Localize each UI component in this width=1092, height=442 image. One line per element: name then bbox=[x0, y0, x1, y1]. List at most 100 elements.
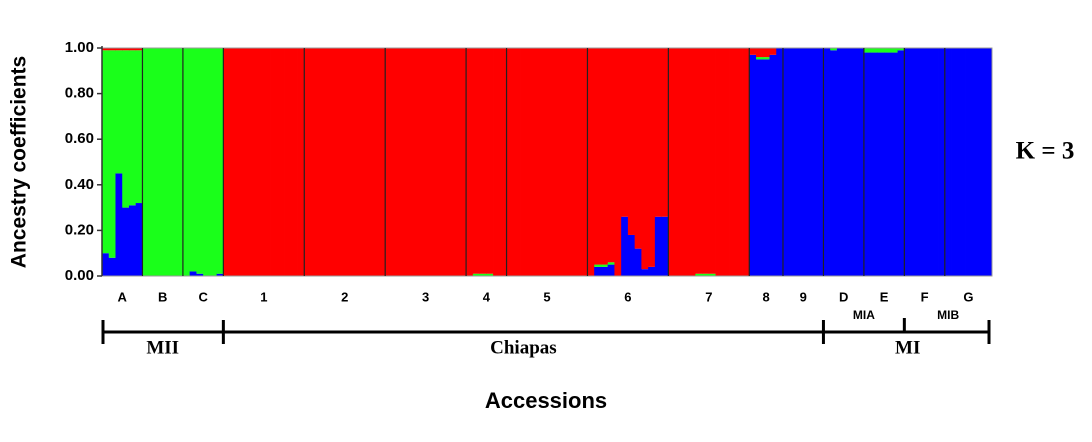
ancestry-segment bbox=[324, 48, 332, 276]
ancestry-segment bbox=[189, 271, 197, 276]
ancestry-segment bbox=[782, 48, 791, 276]
ancestry-segment bbox=[351, 48, 359, 276]
ancestry-segment bbox=[769, 48, 777, 55]
group-label: Chiapas bbox=[490, 337, 557, 358]
ancestry-segment bbox=[702, 273, 710, 276]
ancestry-segment bbox=[715, 48, 723, 276]
ancestry-segment bbox=[965, 48, 973, 276]
ancestry-segment bbox=[843, 48, 851, 276]
ancestry-segment bbox=[702, 48, 710, 274]
ancestry-segment bbox=[762, 48, 770, 58]
ancestry-segment bbox=[102, 50, 110, 254]
ancestry-segment bbox=[762, 57, 770, 60]
ancestry-segment bbox=[472, 48, 480, 274]
ancestry-segment bbox=[587, 48, 595, 276]
ancestry-segment bbox=[358, 48, 366, 276]
ancestry-segment bbox=[877, 52, 885, 277]
ancestry-segment bbox=[418, 48, 427, 276]
ancestry-segment bbox=[600, 48, 609, 265]
ancestry-segment bbox=[897, 48, 905, 51]
ancestry-segment bbox=[870, 52, 878, 277]
ancestry-segment bbox=[661, 216, 669, 276]
ancestry-segment bbox=[985, 48, 993, 276]
ancestry-segment bbox=[769, 54, 777, 277]
ancestry-segment bbox=[607, 262, 615, 265]
ancestry-segment bbox=[270, 48, 278, 276]
ancestry-segment bbox=[230, 48, 238, 276]
ancestry-segment bbox=[196, 48, 204, 274]
ancestry-segment bbox=[102, 253, 110, 276]
ancestry-segment bbox=[405, 48, 413, 276]
ancestry-segment bbox=[634, 48, 642, 249]
ancestry-segment bbox=[897, 50, 905, 276]
ancestry-segment bbox=[607, 48, 615, 263]
ancestry-segment bbox=[917, 48, 925, 276]
ancestry-segment bbox=[128, 48, 137, 51]
ancestry-segment bbox=[567, 48, 575, 276]
ancestry-segment bbox=[378, 48, 386, 276]
ancestry-segment bbox=[108, 48, 116, 51]
ancestry-segment bbox=[600, 264, 609, 267]
ancestry-segment bbox=[836, 48, 845, 276]
ancestry-segment bbox=[681, 48, 689, 276]
ancestry-segment bbox=[439, 48, 447, 276]
ancestry-segment bbox=[654, 48, 663, 217]
ancestry-segment bbox=[391, 48, 400, 276]
population-label: 5 bbox=[543, 289, 550, 304]
ancestry-segment bbox=[135, 50, 143, 204]
ancestry-segment bbox=[580, 48, 588, 276]
ancestry-segment bbox=[850, 48, 858, 276]
ancestry-segment bbox=[756, 48, 764, 58]
population-label: 6 bbox=[624, 289, 631, 304]
ancestry-segment bbox=[823, 48, 831, 276]
ancestry-segment bbox=[311, 48, 319, 276]
ancestry-segment bbox=[884, 48, 892, 53]
ancestry-segment bbox=[257, 48, 265, 276]
ancestry-segment bbox=[560, 48, 568, 276]
ancestry-segment bbox=[128, 50, 137, 206]
ancestry-segment bbox=[641, 48, 649, 270]
ancestry-segment bbox=[216, 48, 224, 274]
ancestry-segment bbox=[756, 59, 764, 277]
ancestry-segment bbox=[816, 48, 824, 276]
k-annotation: K = 3 bbox=[1016, 138, 1075, 165]
ancestry-segment bbox=[115, 50, 123, 174]
ancestry-segment bbox=[290, 48, 298, 276]
ancestry-segment bbox=[627, 234, 636, 276]
ancestry-segment bbox=[621, 216, 629, 276]
ancestry-segment bbox=[742, 48, 750, 276]
ancestry-segment bbox=[223, 48, 231, 276]
ancestry-segment bbox=[196, 273, 204, 276]
ancestry-segment bbox=[486, 273, 494, 276]
population-label: G bbox=[963, 289, 973, 304]
ancestry-segment bbox=[540, 48, 548, 276]
ancestry-segment bbox=[695, 273, 703, 276]
ancestry-segment bbox=[108, 257, 116, 276]
ancestry-segment bbox=[776, 48, 784, 276]
ancestry-segment bbox=[877, 48, 885, 53]
ancestry-segment bbox=[789, 48, 797, 276]
ancestry-segment bbox=[452, 48, 460, 276]
ancestry-segment bbox=[938, 48, 946, 276]
ancestry-segment bbox=[756, 57, 764, 60]
ancestry-segment bbox=[520, 48, 528, 276]
ancestry-segment bbox=[668, 48, 676, 276]
ancestry-segment bbox=[904, 48, 912, 276]
ancestry-segment bbox=[533, 48, 541, 276]
ancestry-segment bbox=[547, 48, 555, 276]
ancestry-segment bbox=[398, 48, 406, 276]
ancestry-segment bbox=[722, 48, 730, 276]
ancestry-segment bbox=[284, 48, 292, 276]
ancestry-segment bbox=[594, 266, 602, 276]
ancestry-segment bbox=[830, 50, 838, 276]
y-tick-label: 1.00 bbox=[65, 39, 94, 56]
ancestry-segment bbox=[830, 48, 838, 51]
population-label: 9 bbox=[800, 289, 807, 304]
ancestry-segment bbox=[594, 48, 602, 265]
ancestry-segment bbox=[108, 50, 116, 258]
population-label: 8 bbox=[763, 289, 770, 304]
ancestry-segment bbox=[445, 48, 454, 276]
ancestry-segment bbox=[796, 48, 804, 276]
ancestry-segment bbox=[263, 48, 271, 276]
